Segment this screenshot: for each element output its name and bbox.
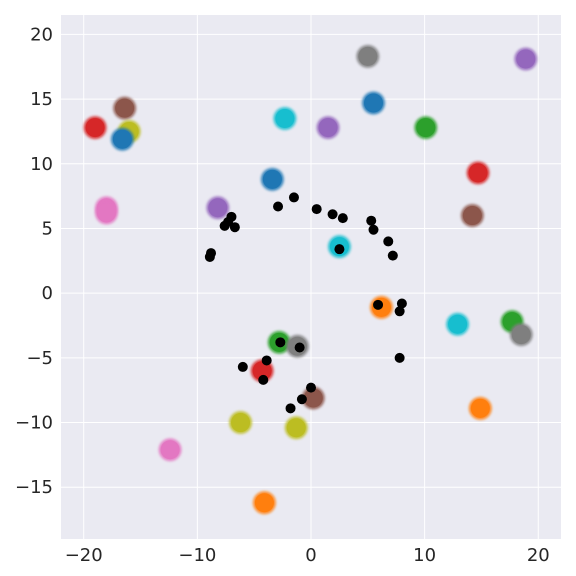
black-point (296, 394, 307, 405)
cluster-marker-core (208, 198, 228, 218)
black-point (337, 213, 348, 224)
black-point (273, 201, 284, 212)
black-point (368, 224, 379, 235)
x-tick-label: 0 (305, 545, 316, 566)
black-point (387, 250, 398, 261)
cluster-marker-core (364, 93, 383, 113)
cluster-marker-core (85, 118, 105, 138)
y-tick-labels: −15 −10 −5 0 5 10 15 20 (15, 24, 53, 498)
black-point (237, 361, 248, 372)
black-point (285, 403, 296, 414)
cluster-marker-core (231, 413, 251, 433)
cluster-marker-core (358, 46, 378, 66)
black-point (294, 342, 305, 353)
cluster-marker-core (416, 118, 436, 138)
y-tick-label: −15 (15, 477, 53, 498)
y-tick-label: 0 (42, 283, 53, 304)
cluster-marker-core (516, 49, 536, 69)
cluster-marker-core (468, 163, 488, 183)
y-tick-label: 15 (30, 89, 53, 110)
y-tick-label: −10 (15, 413, 53, 434)
black-point (226, 211, 237, 222)
cluster-marker-core (448, 314, 468, 334)
y-tick-label: 5 (42, 218, 53, 239)
black-point (288, 192, 299, 203)
black-point (334, 244, 345, 255)
cluster-marker-core (115, 98, 135, 118)
black-point (206, 248, 216, 259)
cluster-marker-core (318, 118, 338, 138)
y-tick-label: 10 (30, 154, 53, 175)
cluster-marker-core (511, 325, 531, 345)
x-tick-label: −10 (178, 545, 216, 566)
black-point (394, 352, 405, 363)
black-point (394, 306, 405, 317)
black-point (258, 374, 269, 385)
x-tick-label: −20 (65, 545, 103, 566)
cluster-marker-core (254, 493, 274, 513)
x-tick-label: 10 (413, 545, 436, 566)
cluster-marker-core (262, 169, 282, 189)
cluster-marker-core (275, 109, 295, 129)
black-point (396, 298, 407, 309)
black-point (261, 355, 272, 366)
cluster-marker-core (96, 203, 116, 223)
cluster-marker-core (286, 418, 306, 438)
y-tick-label: 20 (30, 24, 53, 45)
cluster-marker-core (112, 129, 132, 149)
black-point (275, 337, 286, 348)
black-point (366, 215, 377, 226)
y-tick-label: −5 (26, 348, 53, 369)
black-point (229, 222, 240, 233)
cluster-marker-core (252, 361, 272, 381)
black-point (383, 236, 394, 247)
cluster-marker-core (470, 398, 490, 418)
black-point (327, 209, 338, 220)
x-tick-label: 20 (527, 545, 550, 566)
x-tick-labels: −20 −10 0 10 20 (65, 545, 550, 566)
black-point (373, 299, 384, 310)
black-point (311, 204, 322, 215)
cluster-marker-core (303, 388, 323, 408)
cluster-marker-core (160, 440, 180, 460)
black-point (306, 382, 316, 393)
black-points (204, 192, 407, 414)
cluster-marker-core (462, 206, 482, 226)
